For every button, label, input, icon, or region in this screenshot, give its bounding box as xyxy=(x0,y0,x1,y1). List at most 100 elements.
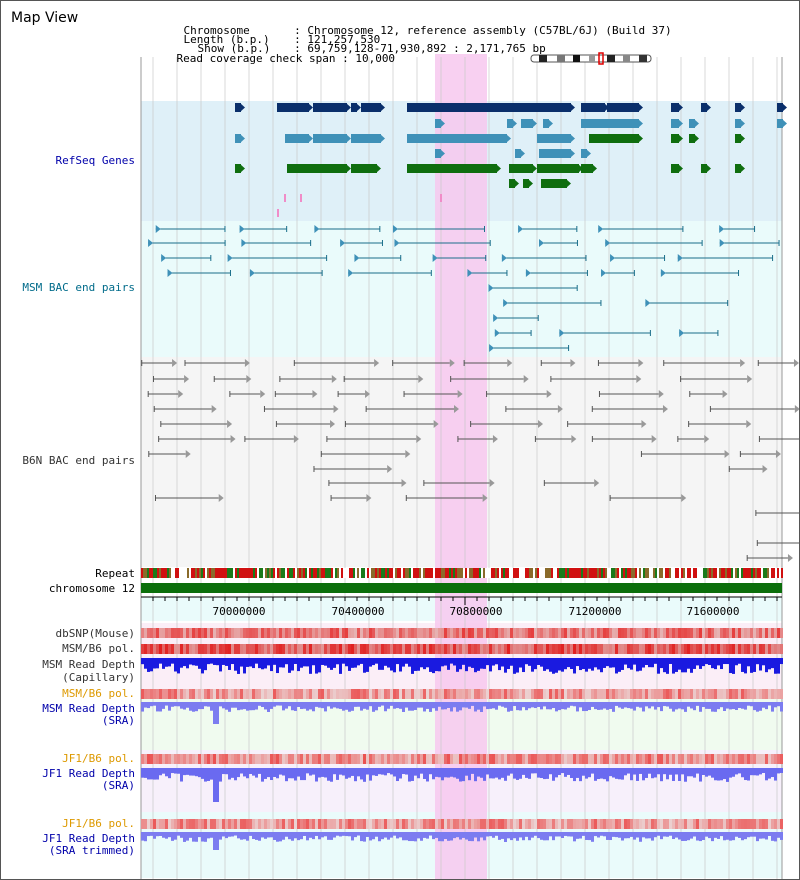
gene-feature[interactable] xyxy=(435,119,441,128)
chromosome-bar[interactable] xyxy=(141,583,782,593)
track-label-jf1-b6-pol-2[interactable]: JF1/B6 pol. xyxy=(62,817,135,830)
heat-cell xyxy=(768,819,771,829)
track-label-msm-depth-sra-1[interactable]: MSM Read Depth xyxy=(42,702,135,715)
gene-feature[interactable] xyxy=(581,149,587,158)
gene-feature[interactable] xyxy=(581,103,605,112)
heat-cell xyxy=(204,689,207,699)
track-label-jf1-depth-sra-1[interactable]: JF1 Read Depth xyxy=(42,767,135,780)
gene-feature[interactable] xyxy=(277,103,309,112)
depth-bar xyxy=(369,702,372,707)
depth-bar xyxy=(474,832,477,838)
gene-feature[interactable] xyxy=(435,149,441,158)
gene-feature[interactable] xyxy=(671,119,679,128)
gene-feature[interactable] xyxy=(509,179,515,188)
gene-feature[interactable] xyxy=(589,134,639,143)
gene-feature[interactable] xyxy=(361,103,381,112)
gene-feature[interactable] xyxy=(539,149,571,158)
depth-bar xyxy=(717,832,720,839)
track-label-refseq[interactable]: RefSeq Genes xyxy=(55,154,135,167)
heat-cell xyxy=(714,819,717,829)
repeat-element xyxy=(223,568,225,578)
gene-feature[interactable] xyxy=(541,179,567,188)
repeat-element xyxy=(543,568,545,578)
depth-bar xyxy=(210,658,213,664)
gene-feature[interactable] xyxy=(523,179,529,188)
track-label-msm-bac[interactable]: MSM BAC end pairs xyxy=(22,281,135,294)
track-label-jf1-depth-trim-1[interactable]: JF1 Read Depth xyxy=(42,832,135,845)
gene-feature[interactable] xyxy=(735,134,741,143)
depth-bar xyxy=(747,768,750,781)
depth-bar xyxy=(396,658,399,665)
gene-feature[interactable] xyxy=(313,134,347,143)
heat-cell xyxy=(531,689,534,699)
bac-end-arrow-icon xyxy=(570,359,576,367)
gene-feature[interactable] xyxy=(777,119,783,128)
depth-bar xyxy=(579,702,582,708)
gene-feature[interactable] xyxy=(235,134,241,143)
gene-feature[interactable] xyxy=(509,164,533,173)
depth-bar xyxy=(399,832,402,838)
heat-cell xyxy=(465,689,468,699)
heat-cell xyxy=(360,689,363,699)
gene-feature[interactable] xyxy=(235,164,241,173)
gene-feature[interactable] xyxy=(671,103,679,112)
track-label-msm-b6-pol-2[interactable]: MSM/B6 pol. xyxy=(62,687,135,700)
heat-cell xyxy=(687,819,690,829)
track-label-repeat[interactable]: Repeat xyxy=(95,567,135,580)
heat-cell xyxy=(609,644,612,654)
depth-bar xyxy=(669,658,672,664)
gene-feature[interactable] xyxy=(689,134,695,143)
gene-feature[interactable] xyxy=(407,103,571,112)
heat-cell xyxy=(210,754,213,764)
gene-feature[interactable] xyxy=(735,164,741,173)
heat-cell xyxy=(225,754,228,764)
gene-feature[interactable] xyxy=(515,149,521,158)
gene-feature[interactable] xyxy=(285,134,309,143)
gene-feature[interactable] xyxy=(537,134,571,143)
gene-feature[interactable] xyxy=(351,103,357,112)
track-label-msm-b6-pol-1[interactable]: MSM/B6 pol. xyxy=(62,642,135,655)
heat-cell xyxy=(141,644,144,654)
heat-cell xyxy=(537,819,540,829)
gene-feature[interactable] xyxy=(507,119,513,128)
gene-feature[interactable] xyxy=(235,103,241,112)
depth-bar xyxy=(324,658,327,666)
depth-bar xyxy=(711,702,714,712)
gene-feature[interactable] xyxy=(735,119,741,128)
track-label-dbsnp[interactable]: dbSNP(Mouse) xyxy=(55,627,135,640)
track-label-b6n-bac[interactable]: B6N BAC end pairs xyxy=(22,454,135,467)
depth-bar xyxy=(633,832,636,840)
track-label-msm-depth-cap-1[interactable]: MSM Read Depth xyxy=(42,658,135,671)
gene-feature[interactable] xyxy=(689,119,695,128)
gene-feature[interactable] xyxy=(287,164,347,173)
depth-bar xyxy=(159,768,162,776)
gene-feature[interactable] xyxy=(581,164,593,173)
gene-feature[interactable] xyxy=(735,103,741,112)
track-label-chromosome[interactable]: chromosome 12 xyxy=(48,582,135,595)
gene-feature[interactable] xyxy=(671,134,679,143)
gene-feature[interactable] xyxy=(521,119,533,128)
gene-feature[interactable] xyxy=(607,103,639,112)
heat-cell xyxy=(234,689,237,699)
gene-feature[interactable] xyxy=(351,164,377,173)
heat-cell xyxy=(774,819,777,829)
depth-bar xyxy=(423,768,426,779)
gene-feature[interactable] xyxy=(407,164,497,173)
gene-feature[interactable] xyxy=(537,164,579,173)
gene-feature[interactable] xyxy=(671,164,679,173)
depth-bar xyxy=(591,832,594,842)
gene-feature[interactable] xyxy=(313,103,347,112)
gene-feature[interactable] xyxy=(701,164,707,173)
gene-feature[interactable] xyxy=(351,134,381,143)
heat-cell xyxy=(441,689,444,699)
gene-feature[interactable] xyxy=(407,134,507,143)
gene-feature[interactable] xyxy=(543,119,549,128)
heat-cell xyxy=(174,644,177,654)
gene-feature[interactable] xyxy=(701,103,707,112)
gene-feature[interactable] xyxy=(581,119,639,128)
heat-cell xyxy=(570,819,573,829)
track-label-jf1-b6-pol-1[interactable]: JF1/B6 pol. xyxy=(62,752,135,765)
gene-feature[interactable] xyxy=(777,103,783,112)
highlight-region[interactable] xyxy=(435,54,487,879)
